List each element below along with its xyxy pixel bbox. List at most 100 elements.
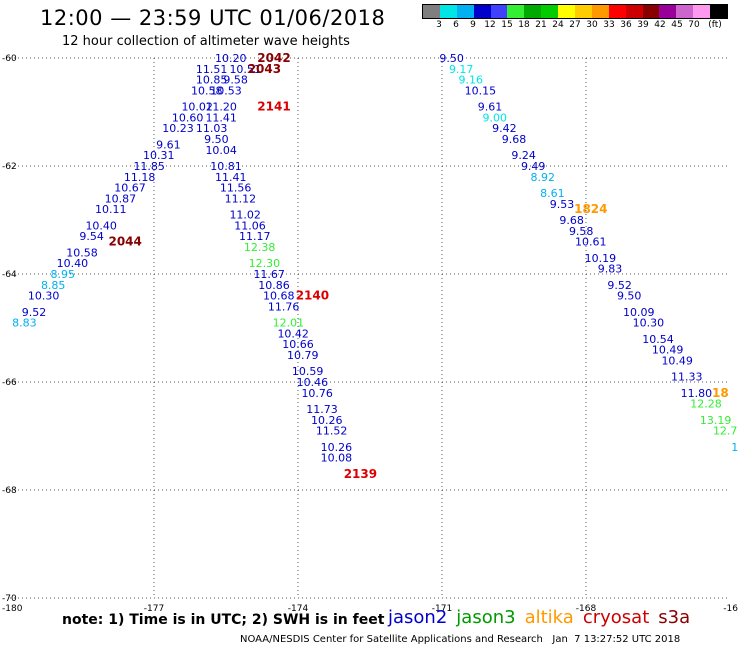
pass-time-label: 1824 bbox=[574, 202, 607, 216]
wave-height-label: 10.54 bbox=[642, 333, 674, 346]
wave-height-label: 12.01 bbox=[273, 317, 305, 330]
color-scale-label: 45 bbox=[671, 20, 683, 30]
wave-height-label: 9.50 bbox=[204, 133, 229, 146]
wave-height-label: 10.15 bbox=[465, 84, 497, 97]
wave-height-label: 9.17 bbox=[449, 63, 474, 76]
wave-height-label: 10.58 bbox=[191, 84, 223, 97]
x-tick-label: -168 bbox=[576, 604, 597, 614]
color-scale-swatch bbox=[710, 5, 728, 18]
wave-height-label: 11.06 bbox=[234, 219, 266, 232]
wave-height-label: 11.17 bbox=[239, 230, 271, 243]
pass-time-label: 2139 bbox=[344, 467, 377, 481]
wave-height-label: 10.46 bbox=[297, 376, 329, 389]
wave-height-label: 10.26 bbox=[311, 414, 343, 427]
wave-height-label: 10.60 bbox=[172, 111, 204, 124]
y-tick-label: -70 bbox=[2, 594, 17, 604]
wave-height-label: 10.51 bbox=[229, 63, 261, 76]
wave-height-label: 10.19 bbox=[585, 252, 617, 265]
y-tick-label: -60 bbox=[2, 54, 17, 64]
color-scale-label: 6 bbox=[453, 20, 459, 30]
color-scale-swatch bbox=[642, 5, 660, 18]
color-scale-swatch bbox=[591, 5, 609, 18]
wave-height-label: 10.40 bbox=[57, 257, 89, 270]
wave-height-label: 9.61 bbox=[156, 138, 181, 151]
wave-height-label: 13.19 bbox=[700, 414, 732, 427]
wave-height-label: 12.38 bbox=[244, 241, 276, 254]
wave-height-label: 9.53 bbox=[550, 198, 575, 211]
color-scale-label: 39 bbox=[637, 20, 649, 30]
wave-height-label: 11.33 bbox=[671, 371, 703, 384]
wave-height-label: 1 bbox=[731, 441, 738, 454]
wave-height-label: 11.18 bbox=[124, 171, 156, 184]
wave-height-label: 11.80 bbox=[681, 387, 713, 400]
pass-time-label: 2043 bbox=[248, 62, 281, 76]
color-scale-swatch bbox=[524, 5, 542, 18]
wave-height-label: 9.52 bbox=[607, 279, 632, 292]
wave-height-label: 9.58 bbox=[569, 225, 594, 238]
color-scale-label: 70 bbox=[688, 20, 700, 30]
wave-height-label: 10.85 bbox=[196, 74, 228, 87]
wave-height-label: 10.02 bbox=[181, 101, 213, 114]
color-scale-label: 42 bbox=[654, 20, 666, 30]
wave-height-label: 10.58 bbox=[66, 246, 98, 259]
wave-height-label: 10.76 bbox=[301, 387, 333, 400]
footnote: note: 1) Time is in UTC; 2) SWH is in fe… bbox=[62, 612, 385, 628]
wave-height-label: 8.61 bbox=[540, 187, 565, 200]
satellite-legend: jason2 jason3 altika cryosat s3a bbox=[388, 607, 699, 628]
color-scale-swatch bbox=[423, 5, 440, 18]
color-scale-label: 3 bbox=[436, 20, 442, 30]
color-scale-swatch bbox=[473, 5, 491, 18]
y-tick-label: -68 bbox=[2, 486, 17, 496]
wave-height-label: 10.23 bbox=[162, 122, 194, 135]
wave-height-label: 10.53 bbox=[210, 84, 242, 97]
wave-height-label: 9.24 bbox=[511, 149, 536, 162]
wave-height-label: 10.08 bbox=[321, 452, 353, 465]
x-tick-label: -180 bbox=[2, 604, 23, 614]
wave-height-label: 11.76 bbox=[268, 300, 300, 313]
pass-time-label: 2042 bbox=[257, 51, 290, 65]
color-scale-swatch bbox=[558, 5, 576, 18]
pass-time-label: 2140 bbox=[296, 289, 329, 303]
wave-height-label: 9.52 bbox=[22, 306, 47, 319]
wave-height-label: 10.86 bbox=[258, 279, 290, 292]
wave-height-label: 10.61 bbox=[575, 236, 607, 249]
x-tick-label: -16 bbox=[723, 604, 738, 614]
wave-height-label: 8.85 bbox=[41, 279, 66, 292]
chart-title: 12:00 — 23:59 UTC 01/06/2018 bbox=[40, 6, 386, 30]
legend-entry-jason3: jason3 bbox=[456, 607, 516, 628]
color-scale-label: 12 bbox=[484, 20, 496, 30]
x-tick-label: -171 bbox=[432, 604, 452, 614]
pass-time-label: 18 bbox=[712, 386, 729, 400]
wave-height-label: 10.26 bbox=[321, 441, 353, 454]
legend-entry-s3a: s3a bbox=[658, 607, 691, 628]
wave-height-label: 10.49 bbox=[652, 344, 684, 357]
wave-height-label: 9.61 bbox=[478, 101, 503, 114]
wave-height-label: 11.41 bbox=[215, 171, 247, 184]
color-scale-label: 36 bbox=[620, 20, 632, 30]
color-scale: 3 6 9 12 15 18 21 24 27 30 33 36 39 42 45 70 (ft) bbox=[422, 4, 728, 34]
wave-height-label: 8.95 bbox=[51, 268, 76, 281]
pass-time-label: 2141 bbox=[257, 100, 290, 114]
wave-height-label: 11.67 bbox=[253, 268, 285, 281]
wave-height-label: 11.41 bbox=[205, 111, 237, 124]
wave-height-label: 10.68 bbox=[263, 290, 295, 303]
wave-height-label: 9.50 bbox=[439, 52, 464, 65]
color-scale-swatch bbox=[541, 5, 559, 18]
color-scale-swatch bbox=[676, 5, 694, 18]
color-scale-swatch bbox=[456, 5, 474, 18]
wave-height-label: 8.92 bbox=[531, 171, 556, 184]
wave-height-label: 10.87 bbox=[105, 192, 137, 205]
wave-height-label: 12.7 bbox=[713, 425, 738, 438]
wave-height-label: 10.67 bbox=[114, 182, 146, 195]
color-scale-swatch bbox=[490, 5, 508, 18]
color-scale-label: 27 bbox=[569, 20, 581, 30]
wave-height-label: 10.11 bbox=[95, 203, 127, 216]
wave-height-label: 9.68 bbox=[502, 133, 527, 146]
wave-height-label: 11.52 bbox=[316, 425, 348, 438]
color-scale-label: 9 bbox=[470, 20, 476, 30]
wave-height-label: 11.12 bbox=[225, 192, 257, 205]
wave-height-label: 11.85 bbox=[133, 160, 165, 173]
color-scale-label: 30 bbox=[586, 20, 598, 30]
wave-height-label: 8.83 bbox=[12, 317, 37, 330]
color-scale-label: 21 bbox=[535, 20, 547, 30]
